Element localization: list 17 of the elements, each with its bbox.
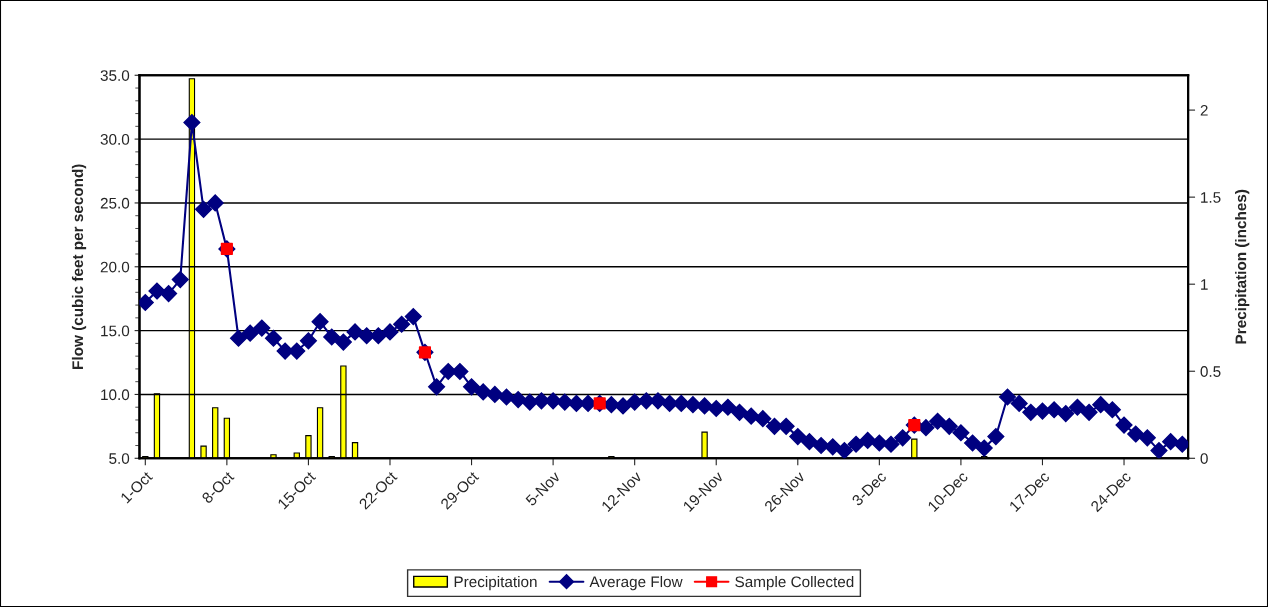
y-tick-label: 15.0	[101, 325, 130, 337]
y-tick-label: 35.0	[100, 70, 130, 81]
y2-axis-title: Precipitation (inches)	[1235, 189, 1250, 344]
y2-tick-label: 0.5	[1200, 366, 1221, 377]
y2-tick-label: 2	[1200, 104, 1208, 116]
y2-tick-label: 0	[1200, 453, 1208, 464]
legend-label: Average Flow	[589, 575, 683, 591]
y-tick-label: 20.0	[100, 261, 130, 273]
y-tick-label: 25.0	[100, 197, 130, 209]
y2-tick-label: 1.5	[1201, 192, 1221, 203]
y-tick-label: 30.0	[100, 133, 130, 145]
y-tick-label: 5.0	[109, 453, 130, 464]
legend-label: Sample Collected	[735, 575, 854, 591]
y-axis-title: Flow (cubic feet per second)	[71, 164, 87, 369]
legend-label: Precipitation	[454, 575, 537, 591]
y2-tick-label: 1	[1201, 279, 1208, 290]
y-tick-label: 10.0	[101, 389, 130, 401]
